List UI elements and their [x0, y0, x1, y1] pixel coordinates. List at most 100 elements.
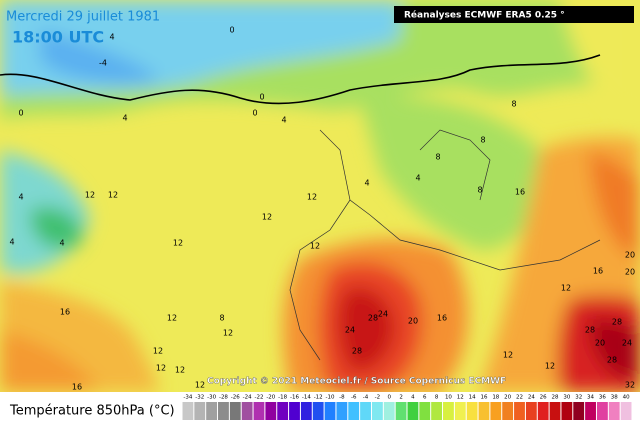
- legend-swatch: [407, 402, 419, 420]
- contour-label: 28: [352, 347, 362, 356]
- contour-label: 12: [108, 191, 118, 200]
- contour-label: 8: [477, 186, 482, 195]
- source-box: [394, 6, 634, 23]
- legend-swatch: [561, 402, 573, 420]
- legend-swatch: [419, 402, 431, 420]
- contour-label: 4: [18, 193, 23, 202]
- contour-label: 12: [175, 366, 185, 375]
- legend-tick: 24: [528, 395, 535, 401]
- legend-swatch: [253, 402, 265, 420]
- legend-swatch: [300, 402, 312, 420]
- legend-tick: 26: [540, 395, 547, 401]
- legend-swatch: [265, 402, 277, 420]
- legend-tick: -26: [231, 395, 240, 401]
- contour-label: 0: [18, 109, 23, 118]
- legend-tick: -30: [207, 395, 216, 401]
- contour-label: 4: [364, 179, 369, 188]
- legend-tick: -16: [290, 395, 299, 401]
- contour-label: 12: [503, 351, 513, 360]
- legend-tick: -28: [219, 395, 228, 401]
- contour-label: 4: [109, 33, 114, 42]
- legend-swatch: [443, 402, 454, 420]
- legend-tick: 14: [469, 395, 476, 401]
- legend-swatch: [596, 402, 608, 420]
- legend-swatch: [585, 402, 596, 420]
- legend-tick: 10: [445, 395, 452, 401]
- legend-tick: -12: [314, 395, 323, 401]
- contour-label: 12: [156, 364, 166, 373]
- contour-label: 8: [435, 153, 440, 162]
- legend-swatch: [466, 402, 478, 420]
- legend-swatch: [395, 402, 407, 420]
- legend-swatch: [324, 402, 336, 420]
- legend-swatch: [194, 402, 206, 420]
- legend-swatch: [241, 402, 253, 420]
- legend-swatch: [549, 402, 561, 420]
- legend-swatch: [490, 402, 502, 420]
- legend-tick: -18: [278, 395, 287, 401]
- legend-swatch: [229, 402, 241, 420]
- contour-label: 16: [60, 308, 70, 317]
- legend-swatch: [289, 402, 300, 420]
- legend-swatch: [277, 402, 289, 420]
- legend-swatch: [502, 402, 514, 420]
- legend-swatch: [312, 402, 324, 420]
- contour-label: 8: [219, 314, 224, 323]
- contour-label: 16: [593, 267, 603, 276]
- contour-label: 8: [511, 100, 516, 109]
- legend-tick: -10: [326, 395, 335, 401]
- legend-tick: 4: [411, 395, 415, 401]
- legend-swatch: [371, 402, 383, 420]
- contour-label: 28: [612, 318, 622, 327]
- legend-tick: 28: [552, 395, 559, 401]
- contour-label: 12: [153, 347, 163, 356]
- contour-label: 12: [85, 191, 95, 200]
- contour-label: -4: [99, 59, 107, 68]
- legend-swatch: [514, 402, 525, 420]
- legend-tick: 40: [623, 395, 630, 401]
- contour-label: 28: [585, 326, 595, 335]
- contour-label: 8: [480, 136, 485, 145]
- contour-label: 24: [378, 310, 388, 319]
- contour-label: 20: [625, 251, 635, 260]
- contour-label: 12: [195, 381, 205, 390]
- map-title: Mercredi 29 juillet 1981: [6, 10, 160, 25]
- contour-label: 0: [259, 93, 264, 102]
- legend-tick: -2: [375, 395, 380, 401]
- legend-tick: 34: [587, 395, 594, 401]
- contour-label: 32: [625, 381, 635, 390]
- legend-tick: 6: [423, 395, 427, 401]
- legend-swatch: [348, 402, 360, 420]
- legend-tick: -8: [339, 395, 345, 401]
- contour-label: 4: [122, 114, 127, 123]
- contour-label: 16: [72, 383, 82, 392]
- legend-tick: 38: [611, 395, 618, 401]
- contour-label: 24: [622, 339, 632, 348]
- copyright: Copyright © 2021 Meteociel.fr / Source C…: [207, 377, 506, 387]
- legend-swatch: [431, 402, 443, 420]
- map: Mercredi 29 juillet 1981 18:00 UTC Réana…: [0, 0, 640, 392]
- legend-tick: 16: [480, 395, 487, 401]
- contour-label: 20: [408, 317, 418, 326]
- legend-tick: 8: [435, 395, 439, 401]
- legend-swatch: [454, 402, 466, 420]
- legend-tick: -6: [351, 395, 357, 401]
- contour-label: 12: [307, 193, 317, 202]
- contour-label: 28: [607, 356, 617, 365]
- contour-label: 12: [167, 314, 177, 323]
- legend-swatch: [573, 402, 585, 420]
- legend-tick: 32: [575, 395, 582, 401]
- legend-tick: 30: [563, 395, 570, 401]
- legend-tick: -34: [183, 395, 192, 401]
- contour-label: 12: [173, 239, 183, 248]
- legend-tick: -22: [254, 395, 263, 401]
- contour-label: 12: [561, 284, 571, 293]
- contour-label: 4: [59, 239, 64, 248]
- contour-label: 20: [625, 268, 635, 277]
- contour-label: 0: [229, 26, 234, 35]
- map-time: 18:00 UTC: [12, 28, 104, 47]
- legend-title: Température 850hPa (°C): [9, 404, 175, 419]
- legend-swatch: [525, 402, 537, 420]
- contour-label: 12: [262, 213, 272, 222]
